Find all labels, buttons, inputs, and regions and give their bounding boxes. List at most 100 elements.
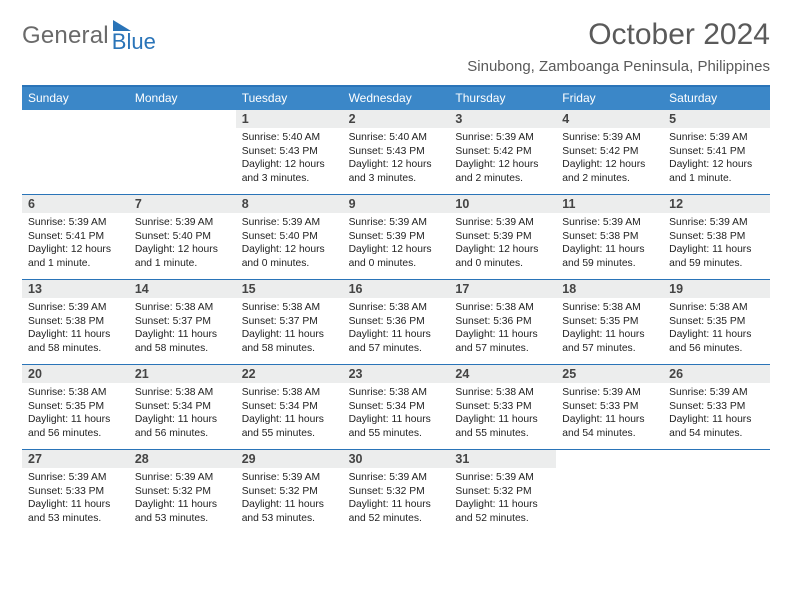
day-number: 31 [449, 450, 556, 468]
daylight-text: Daylight: 11 hours and 55 minutes. [349, 413, 444, 440]
sunrise-text: Sunrise: 5:39 AM [669, 216, 764, 230]
sunrise-text: Sunrise: 5:40 AM [349, 131, 444, 145]
calendar-cell: 20Sunrise: 5:38 AMSunset: 5:35 PMDayligh… [22, 365, 129, 449]
day-details: Sunrise: 5:39 AMSunset: 5:32 PMDaylight:… [343, 468, 450, 528]
daylight-text: Daylight: 12 hours and 3 minutes. [242, 158, 337, 185]
day-number: 15 [236, 280, 343, 298]
day-number: 7 [129, 195, 236, 213]
day-number [129, 110, 236, 114]
day-details: Sunrise: 5:38 AMSunset: 5:34 PMDaylight:… [236, 383, 343, 443]
sunset-text: Sunset: 5:35 PM [562, 315, 657, 329]
daylight-text: Daylight: 12 hours and 2 minutes. [562, 158, 657, 185]
sunset-text: Sunset: 5:38 PM [28, 315, 123, 329]
day-number: 23 [343, 365, 450, 383]
day-header: Wednesday [343, 87, 450, 110]
sunrise-text: Sunrise: 5:38 AM [242, 301, 337, 315]
sunset-text: Sunset: 5:33 PM [562, 400, 657, 414]
day-details: Sunrise: 5:38 AMSunset: 5:37 PMDaylight:… [236, 298, 343, 358]
day-number: 17 [449, 280, 556, 298]
day-header: Thursday [449, 87, 556, 110]
daylight-text: Daylight: 11 hours and 59 minutes. [562, 243, 657, 270]
calendar-cell: 31Sunrise: 5:39 AMSunset: 5:32 PMDayligh… [449, 450, 556, 534]
sunrise-text: Sunrise: 5:38 AM [242, 386, 337, 400]
daylight-text: Daylight: 11 hours and 57 minutes. [562, 328, 657, 355]
day-details: Sunrise: 5:38 AMSunset: 5:35 PMDaylight:… [663, 298, 770, 358]
sunset-text: Sunset: 5:32 PM [135, 485, 230, 499]
day-number: 6 [22, 195, 129, 213]
day-details: Sunrise: 5:39 AMSunset: 5:38 PMDaylight:… [663, 213, 770, 273]
calendar-week: 1Sunrise: 5:40 AMSunset: 5:43 PMDaylight… [22, 110, 770, 194]
day-number: 11 [556, 195, 663, 213]
daylight-text: Daylight: 12 hours and 2 minutes. [455, 158, 550, 185]
sunset-text: Sunset: 5:39 PM [349, 230, 444, 244]
day-number [663, 450, 770, 454]
day-number: 30 [343, 450, 450, 468]
calendar-cell: 13 Sunrise: 5:39 AMSunset: 5:38 PMDayligh… [22, 280, 129, 364]
day-number: 2 [343, 110, 450, 128]
day-number: 13 [22, 280, 129, 298]
sunrise-text: Sunrise: 5:38 AM [135, 301, 230, 315]
sunrise-text: Sunrise: 5:38 AM [349, 386, 444, 400]
daylight-text: Daylight: 12 hours and 0 minutes. [349, 243, 444, 270]
sunset-text: Sunset: 5:36 PM [349, 315, 444, 329]
sunset-text: Sunset: 5:32 PM [349, 485, 444, 499]
calendar: Sunday Monday Tuesday Wednesday Thursday… [22, 85, 770, 534]
day-details: Sunrise: 5:38 AMSunset: 5:33 PMDaylight:… [449, 383, 556, 443]
day-header-row: Sunday Monday Tuesday Wednesday Thursday… [22, 87, 770, 110]
calendar-cell: 10Sunrise: 5:39 AMSunset: 5:39 PMDayligh… [449, 195, 556, 279]
sunset-text: Sunset: 5:40 PM [242, 230, 337, 244]
day-number: 24 [449, 365, 556, 383]
calendar-week: 27Sunrise: 5:39 AMSunset: 5:33 PMDayligh… [22, 449, 770, 534]
sunrise-text: Sunrise: 5:39 AM [455, 471, 550, 485]
sunrise-text: Sunrise: 5:39 AM [28, 301, 123, 315]
day-number [22, 110, 129, 114]
sunrise-text: Sunrise: 5:39 AM [562, 131, 657, 145]
day-details: Sunrise: 5:39 AMSunset: 5:39 PMDaylight:… [343, 213, 450, 273]
sunrise-text: Sunrise: 5:39 AM [242, 471, 337, 485]
day-number: 4 [556, 110, 663, 128]
daylight-text: Daylight: 12 hours and 0 minutes. [455, 243, 550, 270]
sunset-text: Sunset: 5:33 PM [669, 400, 764, 414]
calendar-cell: 16Sunrise: 5:38 AMSunset: 5:36 PMDayligh… [343, 280, 450, 364]
daylight-text: Daylight: 12 hours and 1 minute. [669, 158, 764, 185]
sunrise-text: Sunrise: 5:38 AM [349, 301, 444, 315]
day-details: Sunrise: 5:38 AMSunset: 5:35 PMDaylight:… [556, 298, 663, 358]
day-details: Sunrise: 5:39 AMSunset: 5:32 PMDaylight:… [449, 468, 556, 528]
day-details: Sunrise: 5:39 AMSunset: 5:41 PMDaylight:… [22, 213, 129, 273]
calendar-cell: 24Sunrise: 5:38 AMSunset: 5:33 PMDayligh… [449, 365, 556, 449]
sunset-text: Sunset: 5:37 PM [135, 315, 230, 329]
day-header: Tuesday [236, 87, 343, 110]
day-details: Sunrise: 5:38 AMSunset: 5:35 PMDaylight:… [22, 383, 129, 443]
daylight-text: Daylight: 11 hours and 58 minutes. [28, 328, 123, 355]
daylight-text: Daylight: 11 hours and 58 minutes. [135, 328, 230, 355]
daylight-text: Daylight: 11 hours and 58 minutes. [242, 328, 337, 355]
day-details: Sunrise: 5:39 AMSunset: 5:42 PMDaylight:… [556, 128, 663, 188]
calendar-cell: 9Sunrise: 5:39 AMSunset: 5:39 PMDaylight… [343, 195, 450, 279]
sunset-text: Sunset: 5:43 PM [349, 145, 444, 159]
sunrise-text: Sunrise: 5:39 AM [28, 216, 123, 230]
day-details: Sunrise: 5:39 AMSunset: 5:38 PMDaylight:… [556, 213, 663, 273]
calendar-cell: 25Sunrise: 5:39 AMSunset: 5:33 PMDayligh… [556, 365, 663, 449]
sunset-text: Sunset: 5:42 PM [562, 145, 657, 159]
calendar-week: 20Sunrise: 5:38 AMSunset: 5:35 PMDayligh… [22, 364, 770, 449]
daylight-text: Daylight: 11 hours and 57 minutes. [455, 328, 550, 355]
sunrise-text: Sunrise: 5:39 AM [669, 386, 764, 400]
sunrise-text: Sunrise: 5:38 AM [455, 386, 550, 400]
sunset-text: Sunset: 5:38 PM [562, 230, 657, 244]
sunrise-text: Sunrise: 5:38 AM [562, 301, 657, 315]
day-details: Sunrise: 5:39 AMSunset: 5:33 PMDaylight:… [22, 468, 129, 528]
day-number: 22 [236, 365, 343, 383]
location-subtitle: Sinubong, Zamboanga Peninsula, Philippin… [467, 58, 770, 75]
calendar-cell: 6Sunrise: 5:39 AMSunset: 5:41 PMDaylight… [22, 195, 129, 279]
daylight-text: Daylight: 11 hours and 56 minutes. [669, 328, 764, 355]
calendar-cell: 14Sunrise: 5:38 AMSunset: 5:37 PMDayligh… [129, 280, 236, 364]
day-number: 9 [343, 195, 450, 213]
day-details: Sunrise: 5:39 AMSunset: 5:39 PMDaylight:… [449, 213, 556, 273]
sunset-text: Sunset: 5:35 PM [28, 400, 123, 414]
day-number: 5 [663, 110, 770, 128]
day-header: Saturday [663, 87, 770, 110]
calendar-cell: 8Sunrise: 5:39 AMSunset: 5:40 PMDaylight… [236, 195, 343, 279]
calendar-cell: 29Sunrise: 5:39 AMSunset: 5:32 PMDayligh… [236, 450, 343, 534]
sunset-text: Sunset: 5:42 PM [455, 145, 550, 159]
day-details: Sunrise: 5:39 AMSunset: 5:40 PMDaylight:… [236, 213, 343, 273]
